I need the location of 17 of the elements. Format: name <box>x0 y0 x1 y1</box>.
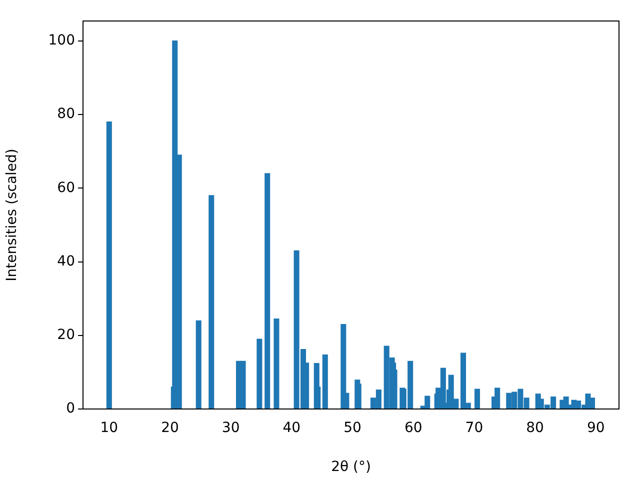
x-tick-label: 50 <box>344 420 362 436</box>
y-axis-title: Intensities (scaled) <box>4 148 20 282</box>
x-tick-label: 90 <box>586 420 605 436</box>
y-tick-label: 60 <box>57 180 75 196</box>
x-tick-label: 60 <box>404 420 422 436</box>
x-tick-label: 30 <box>222 420 240 436</box>
y-tick-label: 80 <box>57 106 75 122</box>
x-tick-label: 20 <box>161 420 179 436</box>
y-tick-label: 40 <box>57 253 75 270</box>
x-tick-label: 80 <box>526 420 544 436</box>
y-tick-label: 100 <box>48 32 75 49</box>
x-tick-label: 40 <box>282 420 301 436</box>
y-tick-label: 20 <box>57 327 75 344</box>
x-axis-title: 2θ (°) <box>331 459 371 476</box>
x-tick-label: 70 <box>465 420 484 436</box>
x-tick-label: 10 <box>100 420 118 436</box>
y-tick-label: 0 <box>66 400 75 417</box>
